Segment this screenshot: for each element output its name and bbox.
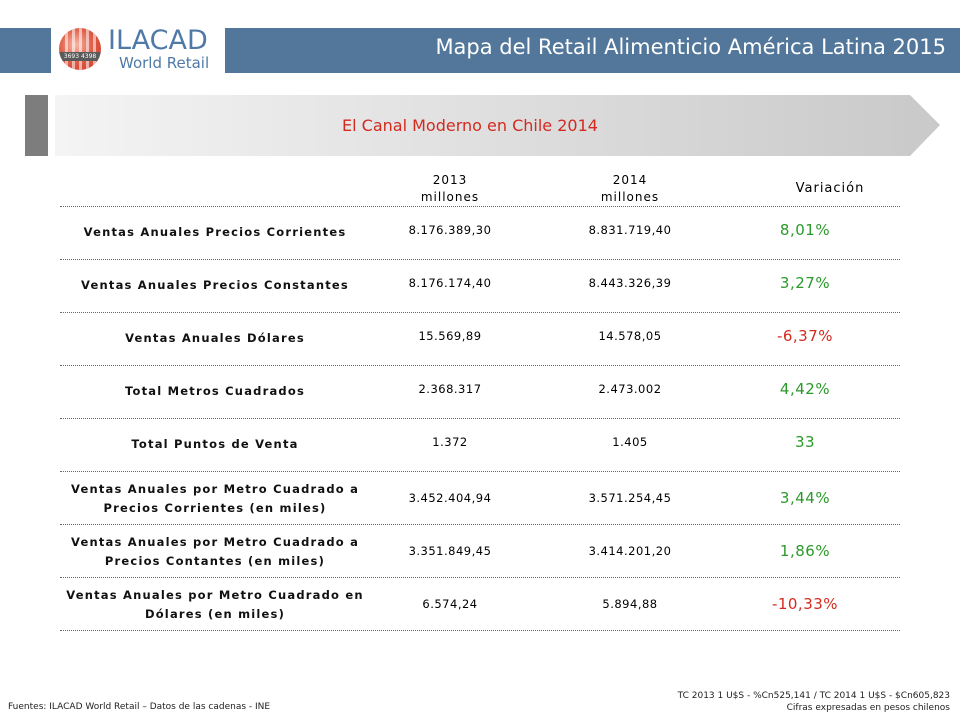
table-row: Ventas Anuales por Metro Cuadrado a Preci… [60,471,900,525]
value-2014: 2.473.002 [598,382,662,396]
table-row: Total Puntos de Venta 1.372 1.405 33 [60,418,900,472]
value-2013: 15.569,89 [418,329,482,343]
row-label-line1: Ventas Anuales por Metro Cuadrado en [66,588,364,602]
variation-value: -6,37% [776,327,834,345]
row-label-line1: Total Puntos de Venta [131,437,299,451]
row-label-line2: Precios Corrientes (en miles) [103,501,327,515]
value-2013: 8.176.174,40 [408,276,492,290]
value-2013: 3.452.404,94 [408,491,492,505]
logo-subtext: World Retail [119,54,210,72]
value-2013: 6.574,24 [422,597,478,611]
logo-text: ILACAD [108,25,208,56]
row-label: Ventas Anuales por Metro Cuadrado a Preci… [60,533,370,571]
footer-exchange-rate: TC 2013 1 U$S - %Cn525,141 / TC 2014 1 U… [677,691,950,701]
globe-logo-icon: 3693 4398 [59,28,101,70]
column-header-variacion: Variación [795,181,865,196]
ilacad-logo: 3693 4398 ILACAD World Retail [51,20,225,76]
row-label: Ventas Anuales por Metro Cuadrado en Dóla… [60,586,370,624]
column-header-2013-unit: millones [420,190,480,204]
column-header-2014-year: 2014 [612,173,648,187]
row-label-line1: Ventas Anuales por Metro Cuadrado a [70,482,360,496]
footer-currency-note: Cifras expresadas en pesos chilenos [786,703,950,713]
row-label: Total Puntos de Venta [60,435,370,454]
column-header-2013-year: 2013 [432,173,468,187]
section-banner: El Canal Moderno en Chile 2014 [55,95,940,156]
value-2014: 1.405 [612,435,648,449]
row-label: Ventas Anuales Precios Constantes [60,276,370,295]
row-label-line1: Ventas Anuales Precios Constantes [81,278,349,292]
section-title: El Canal Moderno en Chile 2014 [342,116,598,135]
table-row: Ventas Anuales Precios Constantes 8.176.1… [60,259,900,313]
variation-value: 4,42% [779,380,831,398]
row-label: Total Metros Cuadrados [60,382,370,401]
variation-value: -10,33% [771,595,839,613]
row-label-line1: Total Metros Cuadrados [124,384,305,398]
table-bottom-rule [60,630,900,631]
row-label-line1: Ventas Anuales Precios Corrientes [83,225,347,239]
table-row: Ventas Anuales Dólares 15.569,89 14.578,05… [60,312,900,366]
logo-band-text: 3693 4398 [59,52,101,61]
page-title: Mapa del Retail Alimenticio América Lati… [435,35,946,59]
variation-value: 33 [794,433,816,451]
column-header-2014-unit: millones [600,190,660,204]
row-label-line1: Ventas Anuales Dólares [125,331,305,345]
variation-value: 3,44% [779,489,831,507]
row-label: Ventas Anuales Dólares [60,329,370,348]
variation-value: 3,27% [779,274,831,292]
value-2014: 8.443.326,39 [588,276,672,290]
column-header-2014: 2014 millones [570,172,690,206]
value-2013: 2.368.317 [418,382,482,396]
value-2014: 5.894,88 [602,597,658,611]
table-row: Ventas Anuales por Metro Cuadrado a Preci… [60,524,900,578]
value-2013: 3.351.849,45 [408,544,492,558]
table-row: Ventas Anuales por Metro Cuadrado en Dóla… [60,577,900,631]
footer-source: Fuentes: ILACAD World Retail – Datos de … [8,702,271,712]
row-label-line2: Precios Contantes (en miles) [104,554,326,568]
row-label-line2: Dólares (en miles) [144,607,286,621]
value-2013: 8.176.389,30 [408,223,492,237]
column-header-2013: 2013 millones [390,172,510,206]
footer-notes: TC 2013 1 U$S - %Cn525,141 / TC 2014 1 U… [678,690,950,714]
value-2013: 1.372 [432,435,468,449]
table-row: Total Metros Cuadrados 2.368.317 2.473.002… [60,365,900,419]
row-label: Ventas Anuales por Metro Cuadrado a Preci… [60,480,370,518]
value-2014: 3.571.254,45 [588,491,672,505]
variation-value: 8,01% [779,221,831,239]
value-2014: 14.578,05 [598,329,662,343]
table-row: Ventas Anuales Precios Corrientes 8.176.3… [60,206,900,260]
value-2014: 8.831.719,40 [588,223,672,237]
row-label: Ventas Anuales Precios Corrientes [60,223,370,242]
value-2014: 3.414.201,20 [588,544,672,558]
section-marker [25,95,48,156]
row-label-line1: Ventas Anuales por Metro Cuadrado a [70,535,360,549]
variation-value: 1,86% [779,542,831,560]
